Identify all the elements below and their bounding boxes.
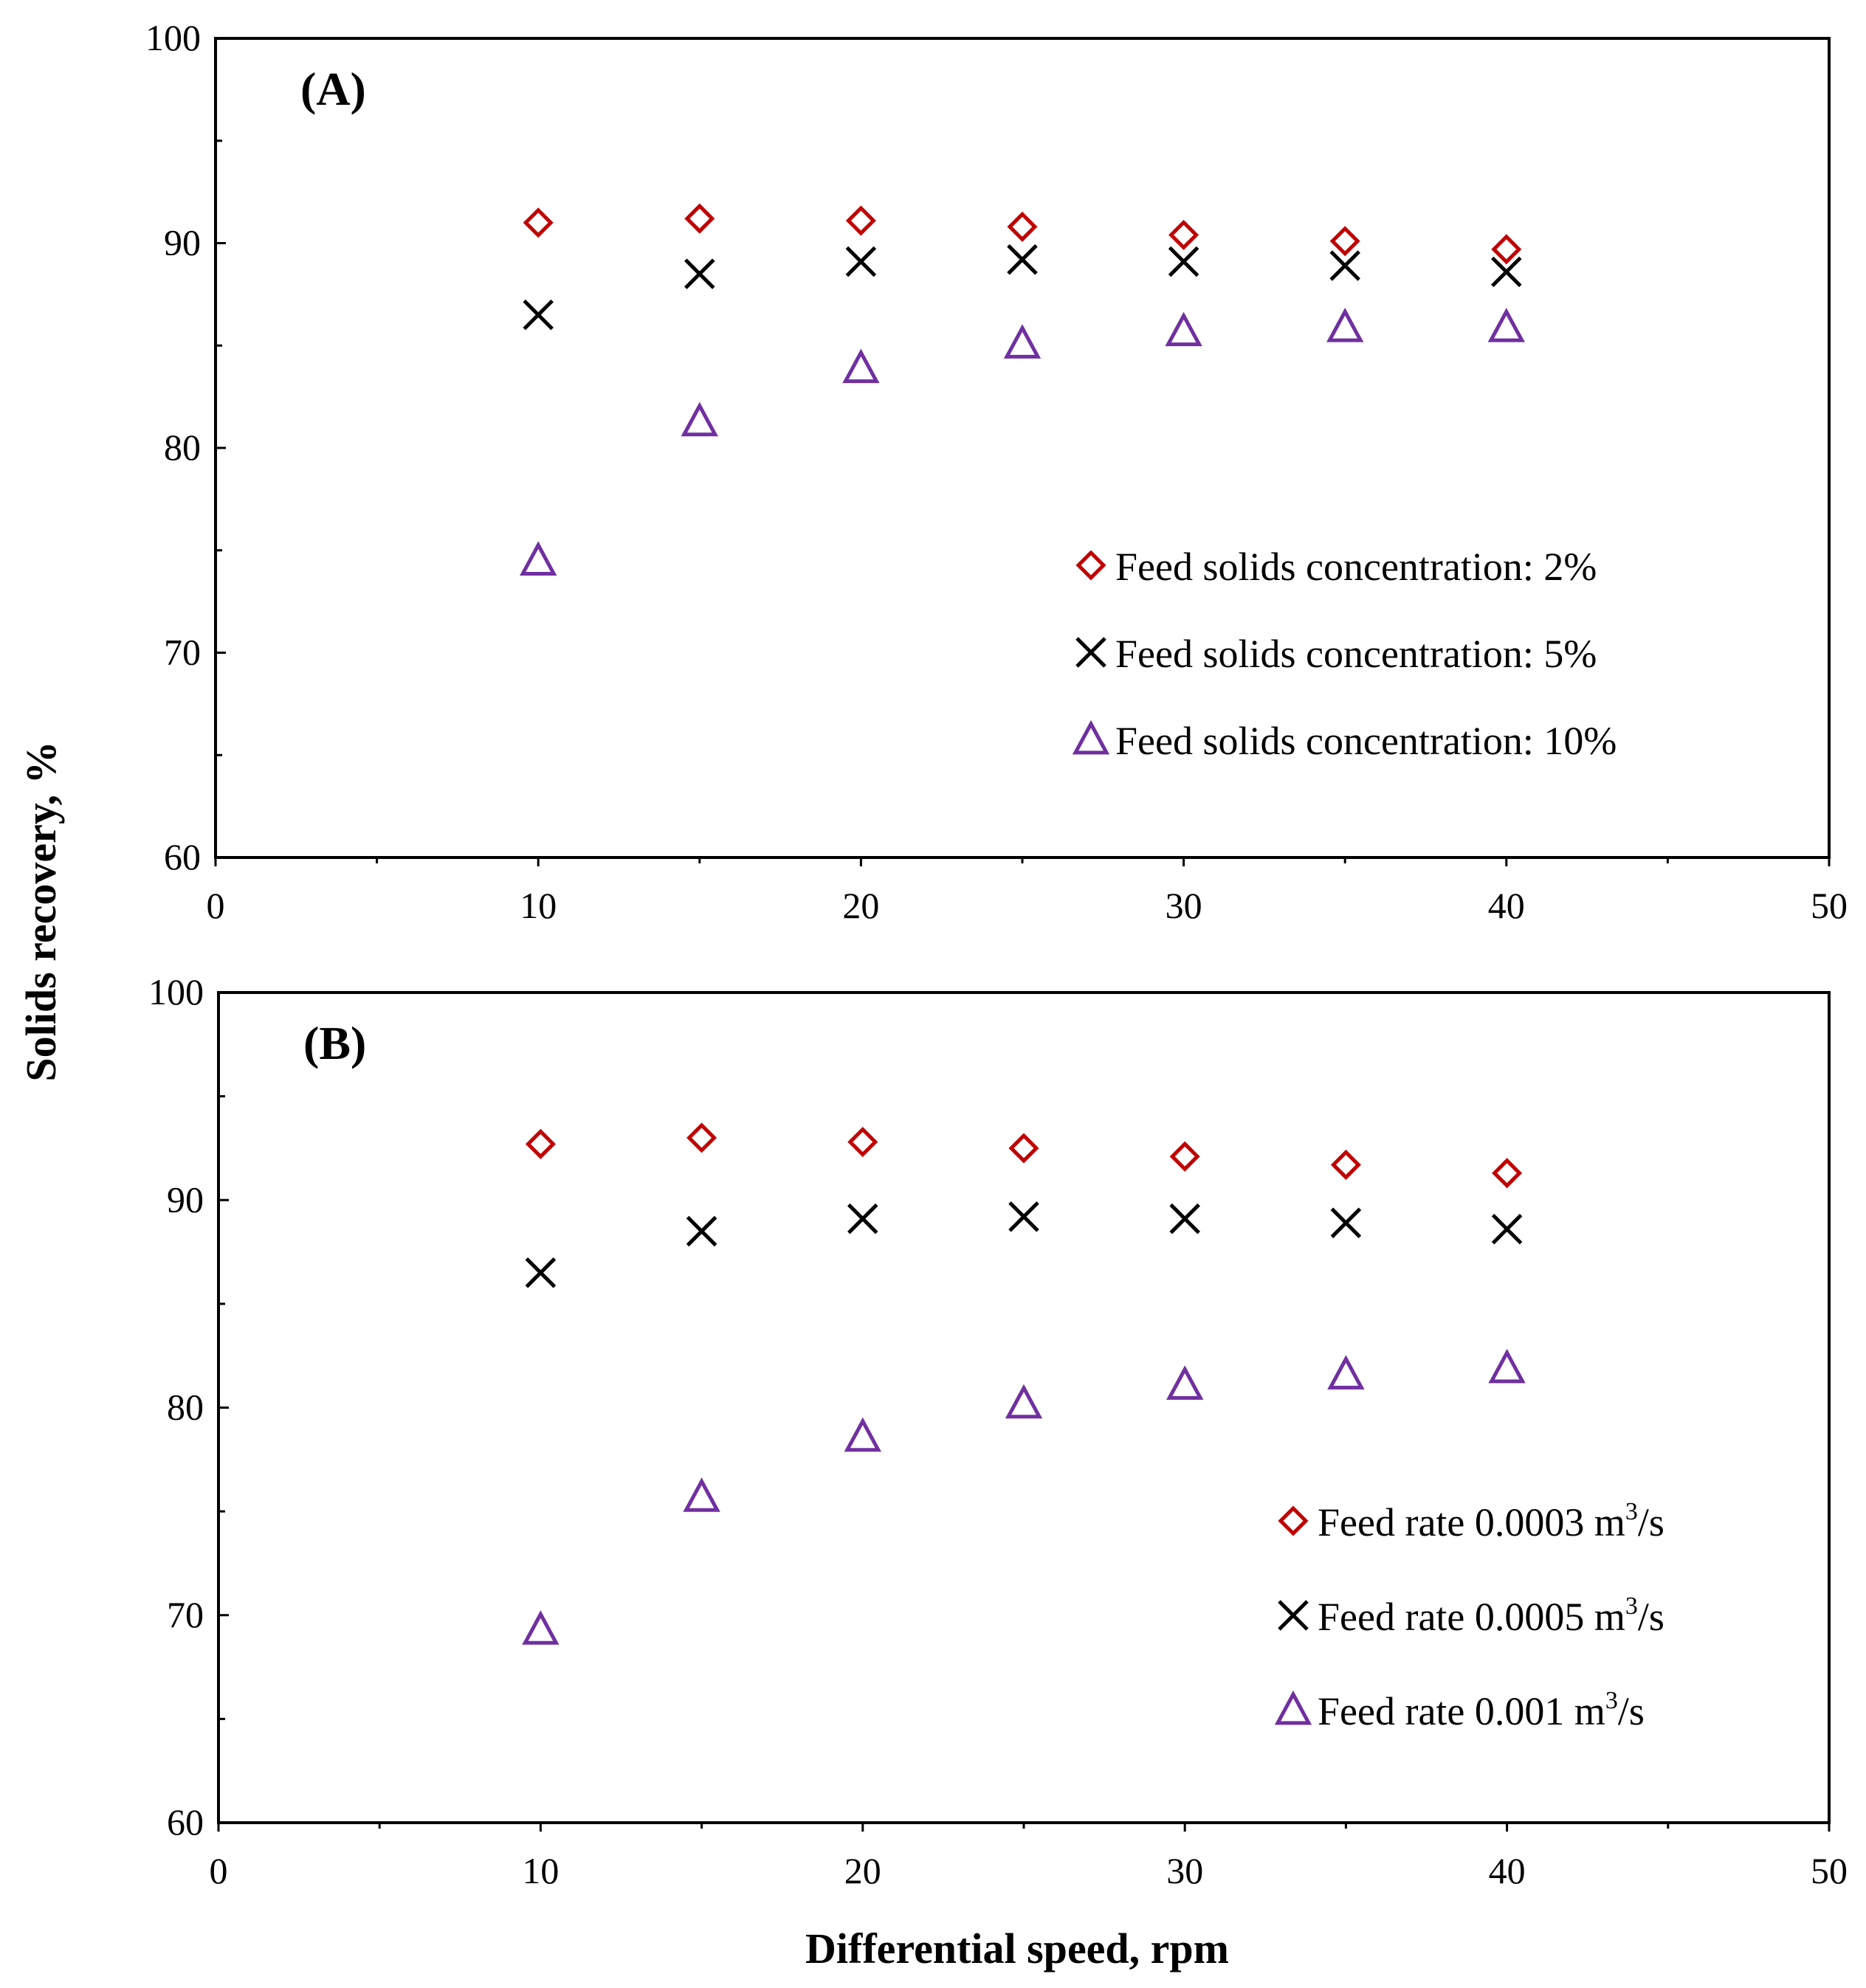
x-tick-label: 0 (210, 1850, 228, 1891)
data-point-diamond (847, 1126, 878, 1158)
data-point-triangle (681, 401, 718, 437)
x-tick-label: 40 (1489, 1850, 1526, 1891)
data-point-x (523, 299, 554, 331)
y-tick-label: 70 (164, 632, 201, 673)
data-point-diamond (1491, 234, 1522, 265)
x-tick-label: 30 (1166, 1850, 1203, 1891)
legend-marker-x (1278, 1600, 1309, 1631)
y-tick-label: 90 (167, 1178, 204, 1220)
x-tick-label: 20 (842, 885, 879, 926)
data-point-x (525, 1257, 557, 1288)
y-tick-label: 80 (167, 1387, 204, 1428)
data-point-x (686, 1215, 717, 1247)
data-point-x (845, 246, 877, 277)
data-point-triangle (1488, 1348, 1526, 1384)
legend-label: Feed solids concentration: 10% (1115, 719, 1617, 763)
data-point-diamond (523, 207, 554, 238)
x-tick-label: 0 (207, 885, 225, 926)
legend-label: Feed solids concentration: 2% (1115, 545, 1597, 589)
legend-label: Feed rate 0.001 m3/s (1318, 1687, 1645, 1733)
data-point-triangle (1487, 308, 1525, 342)
panel-label: (B) (303, 1017, 366, 1069)
y-tick-label: 60 (164, 836, 201, 877)
data-point-triangle (520, 541, 557, 576)
data-point-triangle (1166, 1365, 1204, 1400)
y-tick-label: 60 (167, 1801, 204, 1843)
data-point-triangle (844, 1417, 881, 1452)
data-point-diamond (1008, 1133, 1039, 1164)
x-tick-label: 40 (1488, 885, 1525, 926)
data-point-triangle (842, 348, 880, 384)
y-tick-label: 100 (145, 17, 201, 58)
legend-label: Feed rate 0.0003 m3/s (1318, 1498, 1664, 1545)
data-point-x (1491, 1213, 1523, 1245)
data-point-triangle (1003, 324, 1042, 359)
data-point-diamond (684, 203, 715, 234)
data-point-triangle (1327, 1355, 1365, 1390)
y-tick-label: 70 (167, 1594, 204, 1635)
x-axis-title: Differential speed, rpm (805, 1925, 1229, 1973)
data-point-x (1007, 244, 1038, 275)
x-tick-label: 30 (1166, 885, 1202, 926)
legend-marker-diamond (1278, 1505, 1309, 1536)
data-point-diamond (686, 1122, 717, 1153)
x-tick-label: 50 (1811, 1850, 1848, 1891)
data-point-diamond (525, 1128, 556, 1159)
data-point-triangle (1005, 1384, 1043, 1419)
y-tick-label: 80 (164, 427, 201, 468)
data-point-x (1169, 1203, 1200, 1235)
data-point-diamond (1169, 1141, 1200, 1172)
x-tick-label: 10 (522, 1850, 559, 1891)
data-point-triangle (1326, 308, 1364, 342)
y-axis-title: Solids recovery, % (17, 741, 65, 1081)
legend-marker-triangle (1274, 1690, 1312, 1725)
data-point-diamond (845, 205, 876, 236)
y-tick-label: 100 (148, 971, 204, 1012)
data-point-triangle (522, 1610, 560, 1645)
legend-marker-x (1075, 637, 1106, 668)
panel-a: 60 70 80 90 100 0 10 20 30 40 50 (A) Feed solids con… (145, 17, 1848, 926)
y-tick-label: 90 (164, 222, 201, 263)
data-point-diamond (1329, 226, 1360, 257)
data-point-triangle (683, 1477, 720, 1512)
x-tick-label: 20 (844, 1850, 881, 1891)
x-tick-label: 50 (1811, 885, 1848, 926)
data-point-diamond (1007, 211, 1038, 242)
legend-label: Feed rate 0.0005 m3/s (1318, 1592, 1664, 1639)
data-point-x (1168, 246, 1199, 277)
x-tick-label: 10 (520, 885, 557, 926)
data-point-x (1330, 1207, 1362, 1238)
data-point-x (847, 1203, 878, 1235)
data-point-diamond (1330, 1149, 1361, 1180)
data-point-x (1329, 250, 1360, 281)
data-point-x (1491, 256, 1522, 288)
data-point-diamond (1168, 219, 1199, 250)
legend-marker-triangle (1072, 719, 1110, 755)
data-point-diamond (1492, 1158, 1523, 1189)
legend-label: Feed solids concentration: 5% (1115, 632, 1597, 676)
panel-label: (A) (300, 63, 366, 115)
data-point-x (684, 258, 715, 289)
data-point-x (1008, 1201, 1039, 1232)
data-point-triangle (1165, 311, 1202, 347)
legend-marker-diamond (1075, 550, 1106, 581)
panel-b: 60 70 80 90 100 0 10 20 30 40 50 (B) Feed rate 0.000… (148, 971, 1848, 1891)
